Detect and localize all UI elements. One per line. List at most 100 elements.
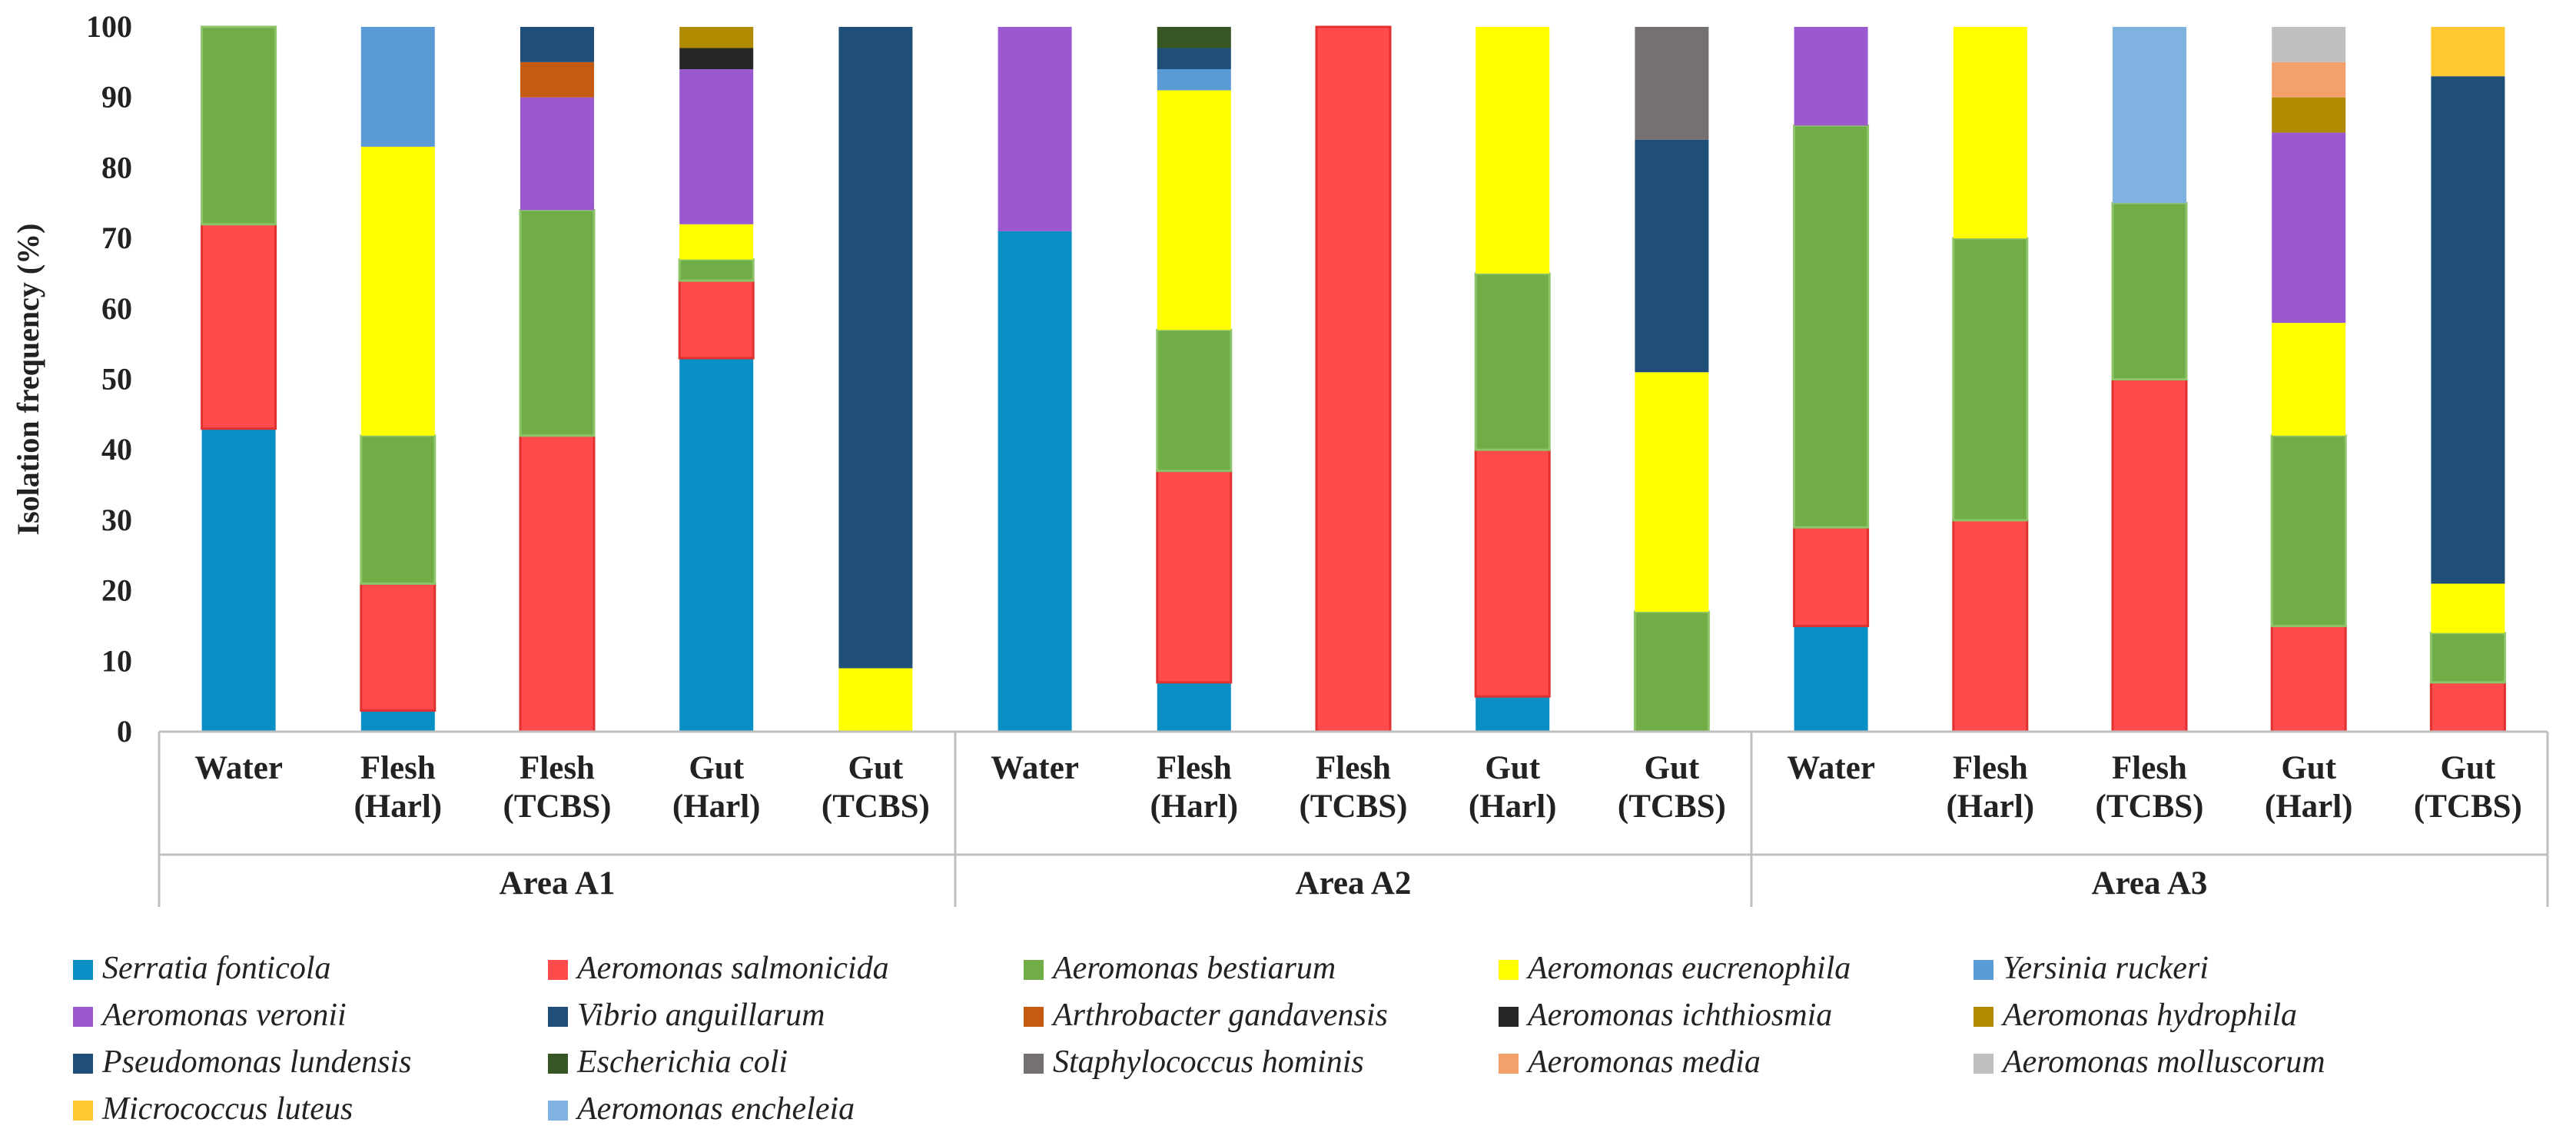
legend-swatch-17 — [548, 1101, 568, 1121]
bar-segment-14-aeromonas-bestiarum — [2270, 434, 2347, 627]
bar-segment-6-serratia-fonticola — [998, 231, 1072, 732]
bar-segment-3-aeromonas-bestiarum — [519, 208, 596, 437]
legend-swatch-7 — [548, 1007, 568, 1027]
legend-label-2: Aeromonas salmonicida — [575, 951, 889, 986]
y-tick-label-0: 0 — [117, 714, 132, 749]
legend-swatch-5 — [1973, 960, 1993, 980]
legend-swatch-13 — [1024, 1054, 1044, 1074]
category-label-2: Flesh (Harl) — [354, 750, 442, 825]
category-label-3: Flesh (TCBS) — [503, 750, 612, 825]
category-label-13: Flesh (TCBS) — [2096, 750, 2204, 825]
bar-segment-4-aeromonas-salmonicida — [678, 279, 755, 360]
bar-segment-15-aeromonas-salmonicida — [2429, 681, 2506, 733]
legend-label-5: Yersinia ruckeri — [2003, 951, 2209, 986]
group-label-1: Area A1 — [500, 865, 616, 902]
y-tick-label-70: 70 — [101, 221, 132, 255]
bar-segment-4-aeromonas-bestiarum — [678, 258, 755, 282]
bar-segment-8-aeromonas-salmonicida — [1315, 25, 1392, 733]
bar-segment-10-aeromonas-eucrenophila — [1635, 372, 1709, 613]
bar-segment-14-aeromonas-eucrenophila — [2272, 323, 2346, 436]
bar-segment-2-serratia-fonticola — [360, 710, 435, 732]
bar-segment-2-yersinia-ruckeri — [360, 27, 435, 147]
legend-label-17: Aeromonas encheleia — [575, 1091, 855, 1127]
bar-segment-3-aeromonas-veronii — [520, 97, 594, 211]
bar-segment-2-aeromonas-bestiarum — [360, 434, 437, 585]
bar-segment-12-aeromonas-eucrenophila — [1953, 27, 2027, 239]
legend-swatch-3 — [1024, 960, 1044, 980]
legend-swatch-6 — [73, 1007, 93, 1027]
legend-label-13: Staphylococcus hominis — [1053, 1044, 1364, 1080]
bar-segment-15-aeromonas-bestiarum — [2429, 632, 2506, 684]
y-tick-label-90: 90 — [101, 80, 132, 115]
bar-segment-7-aeromonas-eucrenophila — [1157, 90, 1231, 330]
group-label-3: Area A3 — [2092, 865, 2208, 902]
legend-swatch-2 — [548, 960, 568, 980]
legend-label-14: Aeromonas media — [1525, 1044, 1761, 1080]
bar-segment-11-aeromonas-salmonicida — [1793, 526, 1870, 627]
bar-segment-14-aeromonas-veronii — [2272, 132, 2346, 324]
bar-segment-3-aeromonas-salmonicida — [519, 434, 596, 733]
legend-label-4: Aeromonas eucrenophila — [1525, 951, 1851, 986]
category-label-10: Gut (TCBS) — [1618, 750, 1726, 825]
bar-segment-5-vibrio-anguillarum — [838, 27, 913, 669]
bar-segment-13-aeromonas-bestiarum — [2111, 201, 2188, 380]
bar-segment-11-aeromonas-bestiarum — [1793, 124, 1870, 529]
bar-segment-15-micrococcus-luteus — [2431, 27, 2505, 77]
y-tick-label-100: 100 — [86, 9, 132, 44]
bar-segment-9-aeromonas-eucrenophila — [1476, 27, 1550, 274]
bar-segment-2-aeromonas-eucrenophila — [360, 146, 435, 436]
bar-segment-7-escherichia-coli — [1157, 27, 1231, 48]
group-label-2: Area A2 — [1296, 865, 1412, 902]
bar-segment-1-aeromonas-bestiarum — [201, 25, 277, 226]
bar-segment-7-aeromonas-bestiarum — [1156, 328, 1233, 473]
y-axis-title: Isolation frequency (%) — [11, 224, 45, 536]
bar-segment-6-aeromonas-veronii — [998, 27, 1072, 231]
bar-segment-4-aeromonas-eucrenophila — [679, 224, 754, 260]
category-label-7: Flesh (Harl) — [1150, 750, 1238, 825]
bar-segment-15-vibrio-anguillarum — [2431, 76, 2505, 584]
y-tick-label-80: 80 — [101, 150, 132, 184]
bar-segment-15-aeromonas-eucrenophila — [2431, 583, 2505, 633]
category-label-8: Flesh (TCBS) — [1300, 750, 1408, 825]
legend: Serratia fonticola Aeromonas salmonicida A… — [73, 951, 2325, 1127]
legend-label-1: Serratia fonticola — [102, 951, 331, 986]
category-label-6: Water — [991, 750, 1079, 786]
legend-label-12: Escherichia coli — [576, 1044, 788, 1080]
legend-swatch-1 — [73, 960, 93, 980]
category-label-9: Gut (Harl) — [1469, 750, 1557, 825]
bar-segment-3-arthrobacter-gandavensis — [520, 61, 594, 98]
legend-swatch-16 — [73, 1101, 93, 1121]
bar-segment-13-aeromonas-salmonicida — [2111, 378, 2188, 733]
category-label-12: Flesh (Harl) — [1946, 750, 2034, 825]
category-label-15: Gut (TCBS) — [2414, 750, 2522, 825]
category-label-5: Gut (TCBS) — [822, 750, 930, 825]
bar-segment-4-serratia-fonticola — [679, 357, 754, 732]
bar-segment-12-aeromonas-bestiarum — [1952, 237, 2029, 522]
legend-label-16: Micrococcus luteus — [101, 1091, 353, 1127]
bar-segment-10-staphylococcus-hominis — [1635, 27, 1709, 140]
bar-segment-4-aeromonas-ichthiosmia — [679, 48, 754, 70]
legend-label-10: Aeromonas hydrophila — [2000, 998, 2297, 1033]
legend-label-6: Aeromonas veronii — [100, 998, 347, 1033]
y-tick-label-10: 10 — [101, 643, 132, 678]
x-axis: Water Flesh (Harl) Flesh (TCBS) Gut (Harl) Gut(… — [158, 730, 2549, 907]
y-tick-label-60: 60 — [101, 291, 132, 326]
y-axis: 0 10 20 30 40 50 60 70 80 90 100 Isolation frequenc… — [11, 9, 132, 749]
bar-segment-9-aeromonas-salmonicida — [1474, 448, 1551, 698]
legend-label-8: Arthrobacter gandavensis — [1051, 998, 1388, 1033]
y-tick-label-40: 40 — [101, 432, 132, 467]
bar-segment-9-serratia-fonticola — [1476, 696, 1550, 732]
category-label-4: Gut (Harl) — [672, 750, 761, 825]
y-tick-label-20: 20 — [101, 573, 132, 608]
legend-label-11: Pseudomonas lundensis — [101, 1044, 412, 1080]
bar-segment-1-serratia-fonticola — [201, 428, 276, 732]
bar-segment-7-pseudomonas-lundensis — [1157, 48, 1231, 70]
legend-label-9: Aeromonas ichthiosmia — [1525, 998, 1832, 1033]
y-tick-label-50: 50 — [101, 362, 132, 397]
bar-segment-11-aeromonas-veronii — [1794, 27, 1868, 126]
legend-label-7: Vibrio anguillarum — [577, 998, 825, 1033]
category-label-11: Water — [1787, 750, 1875, 786]
bar-segment-9-aeromonas-bestiarum — [1474, 272, 1551, 451]
bar-segment-12-aeromonas-salmonicida — [1952, 519, 2029, 733]
bar-segment-1-aeromonas-salmonicida — [201, 223, 277, 430]
